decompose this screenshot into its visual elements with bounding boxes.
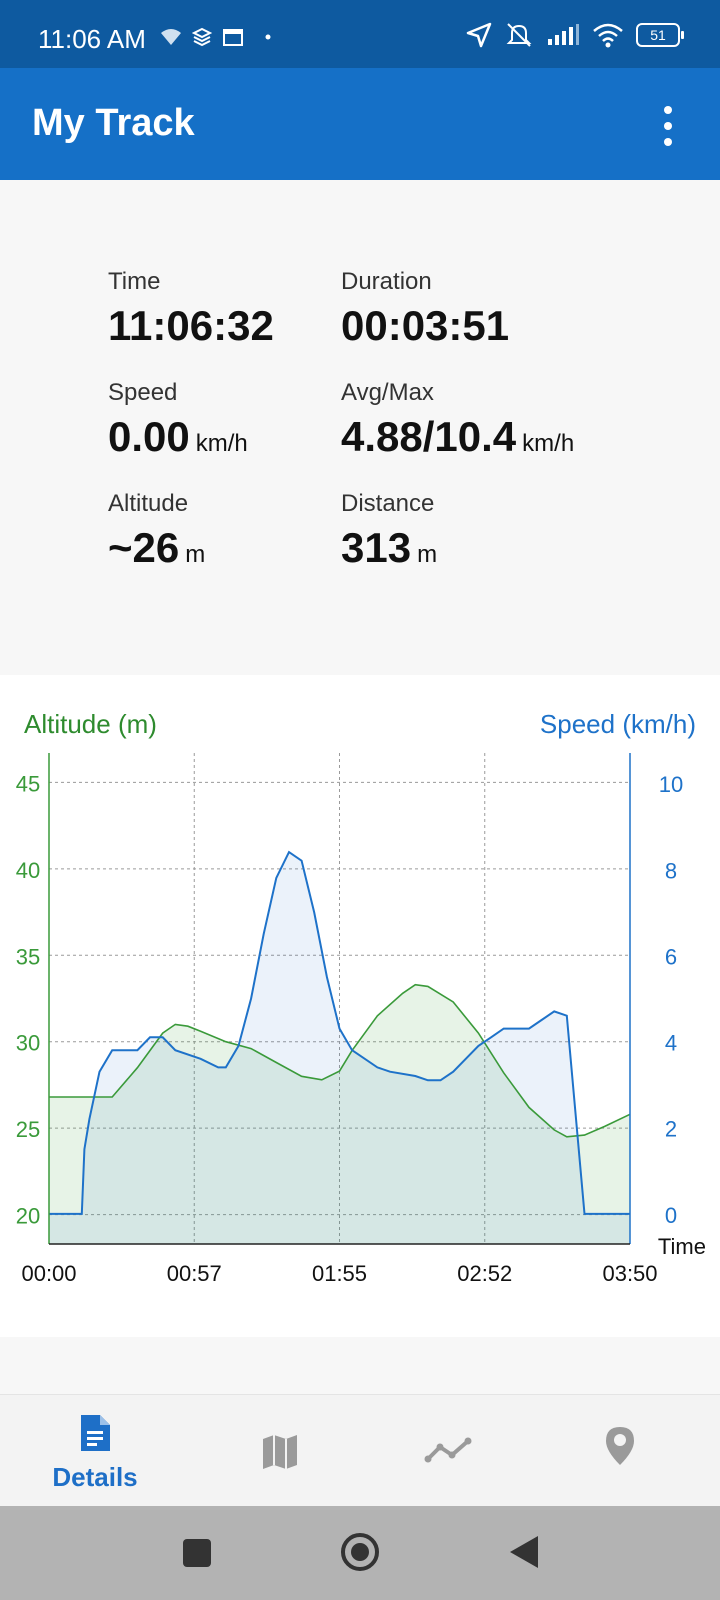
stat-unit: km/h	[195, 430, 248, 457]
stat-unit: m	[417, 541, 438, 568]
back-button[interactable]	[508, 1534, 540, 1575]
speed-tick-label: 4	[665, 1031, 677, 1056]
app-bar: My Track	[0, 68, 720, 180]
time-tick-label: 00:57	[167, 1261, 222, 1286]
nav-map[interactable]	[230, 1431, 330, 1476]
time-tick-label: 00:00	[21, 1261, 76, 1286]
stats-panel: Time 11:06:32 Duration 00:03:51 Speed 0.…	[0, 180, 720, 675]
altitude-speed-chart[interactable]: 20 25 30 35 40 45 0 2 4 6 8 10 00:00 00:57 01:55 02:52 0…	[0, 675, 720, 1337]
stat-distance: Distance 313 m	[341, 490, 437, 572]
stat-altitude: Altitude ~26 m	[108, 490, 205, 572]
stat-label: Altitude	[108, 490, 189, 517]
trend-line-icon	[424, 1437, 472, 1463]
layers-icon	[192, 27, 212, 47]
altitude-tick-label: 40	[16, 858, 40, 883]
time-tick-label: 03:50	[602, 1261, 657, 1286]
system-navigation-bar	[0, 1506, 720, 1600]
stat-label: Distance	[341, 490, 435, 517]
altitude-tick-label: 35	[16, 944, 40, 969]
nav-details[interactable]: Details	[45, 1413, 145, 1493]
stat-value: 4.88/10.4	[341, 413, 517, 460]
stat-value-row: 313 m	[341, 524, 437, 572]
square-icon	[183, 1539, 211, 1567]
signal-icon	[548, 24, 579, 45]
stat-value: 11:06:32	[108, 302, 274, 349]
wifi-icon	[593, 23, 623, 48]
battery-indicator: 51	[636, 23, 684, 47]
status-notification-icons	[160, 26, 274, 48]
location-pin-icon	[606, 1427, 634, 1465]
speed-area	[49, 852, 630, 1244]
altitude-tick-label: 25	[16, 1117, 40, 1142]
stat-time: Time 11:06:32	[108, 268, 274, 350]
stat-value: 0.00	[108, 413, 190, 460]
circle-icon	[341, 1533, 379, 1571]
altitude-tick-label: 30	[16, 1031, 40, 1056]
time-tick-label: 02:52	[457, 1261, 512, 1286]
altitude-area	[49, 984, 630, 1244]
stat-value: ~26	[108, 524, 180, 571]
document-icon	[81, 1415, 110, 1451]
overflow-menu-button[interactable]	[656, 106, 680, 146]
altitude-axis-title: Altitude (m)	[24, 709, 157, 739]
status-time: 11:06 AM	[38, 24, 146, 54]
stat-value-row: 4.88/10.4 km/h	[341, 413, 574, 461]
stat-unit: m	[185, 541, 206, 568]
stat-value: 313	[341, 524, 412, 571]
time-tick-label: 01:55	[312, 1261, 367, 1286]
stat-label: Avg/Max	[341, 379, 434, 406]
speed-tick-label: 6	[665, 944, 677, 969]
altitude-tick-label: 20	[16, 1204, 40, 1229]
bottom-navigation: Details	[0, 1394, 720, 1507]
stat-duration: Duration 00:03:51	[341, 268, 509, 350]
nav-details-label: Details	[52, 1462, 138, 1492]
status-system-icons: 51	[466, 22, 684, 48]
stat-value: 00:03:51	[341, 302, 510, 349]
track-chart-card[interactable]: Altitude (m) Speed (km/h) 20 25 30 35 40 45 0 2…	[0, 675, 720, 1337]
stat-label: Time	[108, 268, 161, 295]
location-arrow-icon	[466, 22, 492, 48]
stat-speed: Speed 0.00 km/h	[108, 379, 248, 461]
stat-value-row: ~26 m	[108, 524, 205, 572]
bell-off-icon	[506, 23, 532, 47]
speed-tick-label: 10	[659, 772, 683, 797]
time-axis-title: Time	[658, 1234, 706, 1259]
stat-unit: km/h	[522, 430, 575, 457]
nav-waypoints[interactable]	[570, 1425, 670, 1472]
stat-avg-max: Avg/Max 4.88/10.4 km/h	[341, 379, 574, 461]
stat-label: Speed	[108, 379, 178, 406]
stat-value-row: 0.00 km/h	[108, 413, 248, 461]
wifi-question-icon	[161, 29, 181, 45]
recents-button[interactable]	[182, 1538, 212, 1573]
calendar-icon	[223, 29, 243, 46]
speed-axis-title: Speed (km/h)	[539, 709, 696, 739]
speed-tick-label: 2	[665, 1117, 677, 1142]
triangle-back-icon	[510, 1536, 538, 1568]
more-vert-icon	[664, 106, 672, 114]
speed-tick-label: 8	[665, 858, 677, 883]
stat-label: Duration	[341, 268, 432, 295]
nav-graph[interactable]	[398, 1435, 498, 1470]
dot-icon	[265, 34, 271, 40]
speed-series-line	[49, 850, 630, 1215]
speed-tick-label: 0	[665, 1203, 677, 1228]
home-button[interactable]	[340, 1532, 380, 1577]
altitude-series-line	[49, 983, 631, 1138]
altitude-tick-label: 45	[16, 771, 40, 796]
status-bar: 11:06 AM 51	[0, 0, 720, 68]
more-vert-dot	[664, 138, 672, 146]
page-title: My Track	[32, 102, 195, 144]
more-vert-dot	[664, 122, 672, 130]
map-icon	[263, 1435, 297, 1469]
